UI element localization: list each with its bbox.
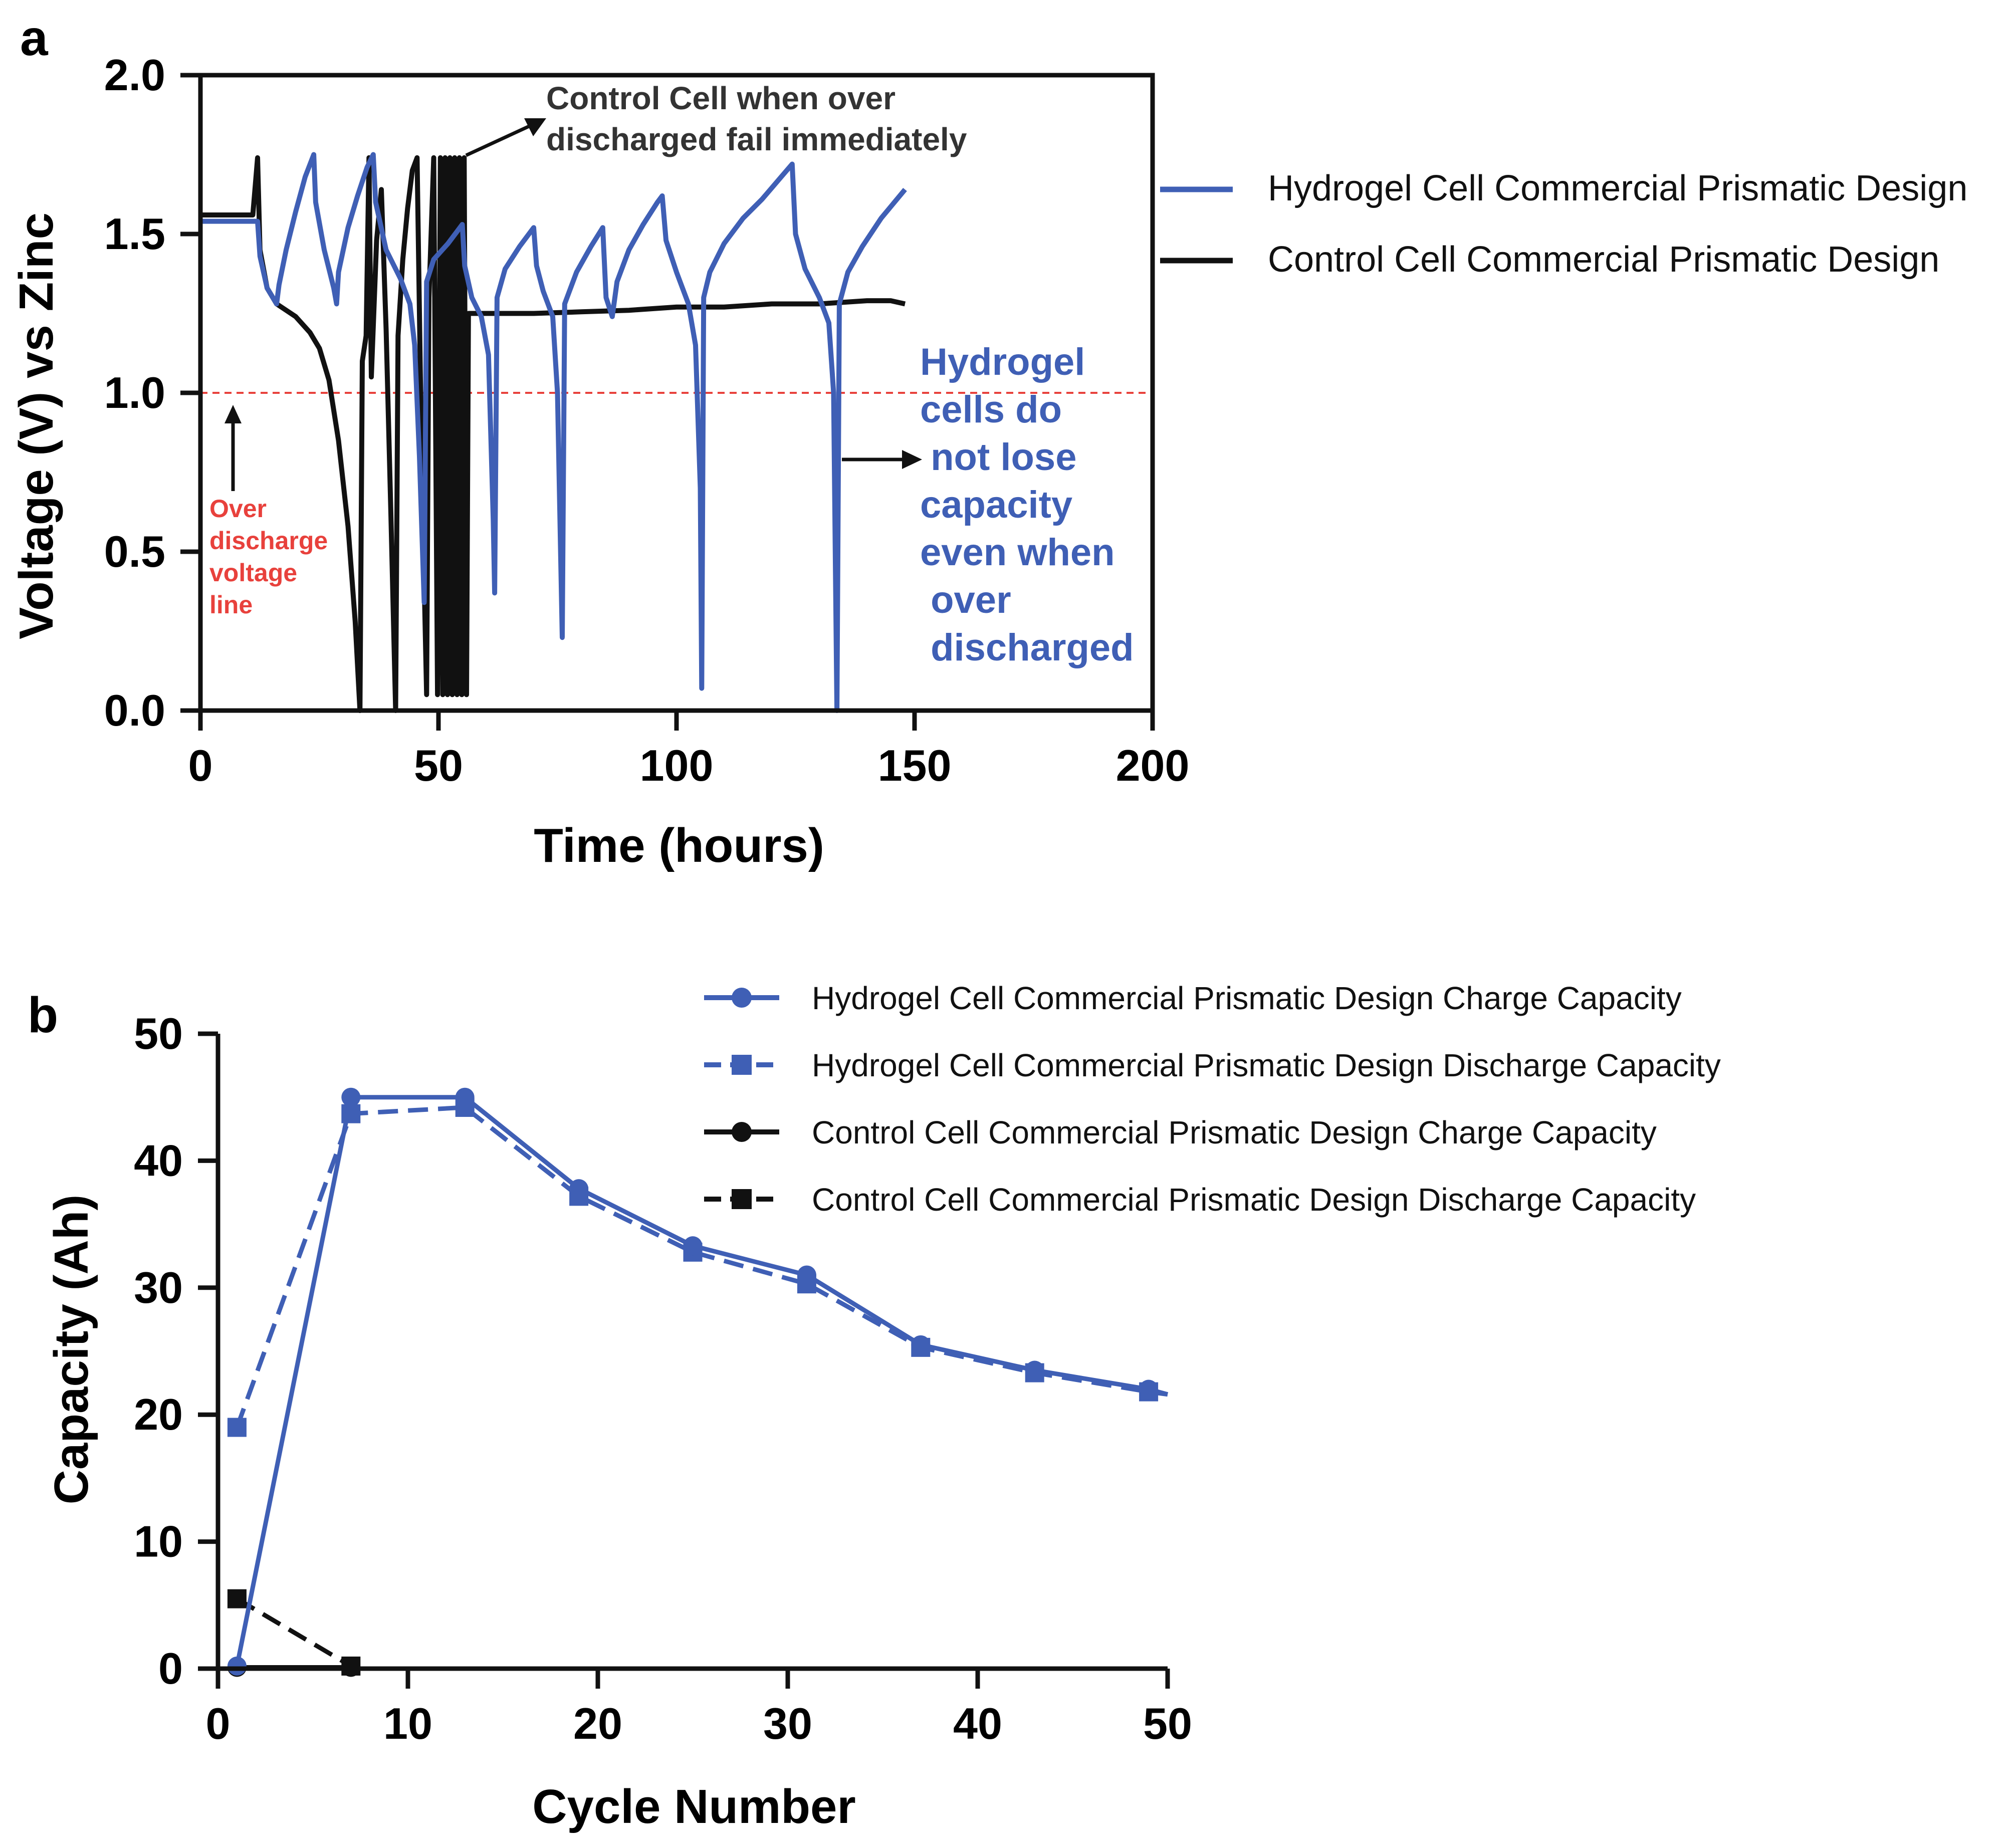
panel-b-point-series-1 [569,1179,589,1199]
panel-b-y-tick-label: 10 [134,1517,183,1566]
panel-b-point-series-1 [1139,1379,1159,1399]
legend-b-marker-2 [732,1055,752,1075]
legend-b-label-4: Control Cell Commercial Prismatic Design… [812,1182,1696,1218]
hydrogel-note-line-1: Hydrogel [920,341,1085,383]
over-discharge-line-3: voltage [209,559,297,587]
panel-b-x-ticks: 0 10 20 30 40 50 [206,1669,1192,1748]
panel-b-y-ticks: 0 10 20 30 40 50 [134,1009,218,1693]
panel-b-axes [215,1034,1168,1671]
panel-b-point-series-2 [227,1418,247,1437]
panel-b-point-series-1 [911,1335,931,1354]
legend-label-hydrogel: Hydrogel Cell Commercial Prismatic Desig… [1268,168,1967,208]
panel-b-series-line-1 [235,1095,1169,1667]
hydrogel-voltage-line [200,152,907,713]
legend-b-marker-3 [732,1122,752,1142]
panel-b-x-axis-label: Cycle Number [532,1780,856,1833]
panel-b-series [227,1087,1169,1677]
hydrogel-note-line-3: not lose [920,436,1076,479]
legend-b-label-3: Control Cell Commercial Prismatic Design… [812,1114,1657,1150]
panel-b: b 0 10 20 30 40 50 0 10 20 30 40 50 Cycle Number C… [28,980,1721,1833]
panel-b-x-tick-label: 30 [763,1699,812,1748]
legend-b-label-2: Hydrogel Cell Commercial Prismatic Desig… [812,1047,1721,1083]
panel-a-x-tick-label: 50 [414,741,463,790]
legend-b-label-1: Hydrogel Cell Commercial Prismatic Desig… [812,980,1682,1016]
hydrogel-note-annotation: Hydrogel cells do not lose capacity even… [842,341,1134,669]
panel-a-y-tick-label: 0.5 [104,527,165,576]
over-discharge-annotation: Over discharge voltage line [209,405,328,619]
panel-a-x-tick-label: 200 [1116,741,1190,790]
panel-b-y-tick-label: 40 [134,1135,183,1185]
panel-a-x-tick-label: 100 [640,741,714,790]
panel-a-y-tick-label: 1.0 [104,368,165,417]
panel-a: a 0 50 100 150 200 0.0 0.5 1.0 1.5 2.0 Time (hou… [10,10,1967,872]
panel-a-y-tick-label: 0.0 [104,685,165,735]
panel-b-point-series-1 [797,1265,816,1285]
over-discharge-line-2: discharge [209,527,328,555]
panel-b-x-tick-label: 50 [1143,1699,1192,1748]
panel-b-x-tick-label: 40 [953,1699,1002,1748]
panel-a-y-tick-label: 1.5 [104,209,165,259]
panel-b-series-line-4 [236,1596,352,1668]
control-fail-line-1: Control Cell when over [546,80,895,116]
control-fail-line-2: discharged fail immediately [546,121,967,157]
legend-b-item-3: Control Cell Commercial Prismatic Design… [704,1114,1657,1150]
hydrogel-note-line-6: over [920,579,1011,621]
panel-b-point-series-1 [341,1087,361,1107]
panel-b-point-series-1 [455,1087,475,1107]
panel-a-x-tick-label: 0 [188,741,213,790]
over-discharge-line-4: line [209,591,253,619]
panel-b-y-axis-label: Capacity (Ah) [45,1195,98,1505]
panel-b-x-tick-label: 20 [573,1699,622,1748]
panel-b-label: b [28,987,58,1043]
panel-a-label: a [20,10,49,66]
panel-a-x-axis-label: Time (hours) [534,819,824,872]
panel-a-x-tick-label: 150 [878,741,952,790]
panel-a-y-tick-label: 2.0 [104,50,165,100]
hydrogel-note-line-4: capacity [920,484,1072,526]
panel-b-y-tick-label: 0 [158,1644,183,1693]
hydrogel-note-line-7: discharged [920,626,1134,669]
hydrogel-note-arrow-head [902,450,922,469]
legend-b-marker-4 [732,1189,752,1209]
panel-b-y-tick-label: 30 [134,1263,183,1312]
control-fail-arrow-head [524,118,546,136]
panel-b-x-tick-label: 0 [206,1699,231,1748]
hydrogel-note-line-5: even when [920,531,1115,574]
panel-b-legend: Hydrogel Cell Commercial Prismatic Desig… [704,980,1721,1218]
hydrogel-note-line-2: cells do [920,388,1062,431]
panel-b-y-tick-label: 50 [134,1009,183,1058]
panel-a-series [200,152,907,713]
panel-b-x-tick-label: 10 [383,1699,432,1748]
panel-b-point-series-1 [227,1656,247,1676]
legend-b-marker-1 [732,988,752,1008]
panel-b-y-tick-label: 20 [134,1390,183,1439]
over-discharge-arrow-head [225,405,242,423]
panel-a-x-ticks: 0 50 100 150 200 [188,711,1190,790]
legend-b-item-2: Hydrogel Cell Commercial Prismatic Desig… [704,1047,1721,1083]
control-fail-arrow-line [465,123,532,157]
control-fail-annotation: Control Cell when over discharged fail i… [465,80,967,157]
panel-b-point-series-1 [683,1236,703,1256]
legend-b-item-1: Hydrogel Cell Commercial Prismatic Desig… [704,980,1682,1016]
panel-b-point-series-1 [1025,1360,1044,1380]
panel-b-point-series-4 [227,1589,247,1608]
panel-a-legend: Hydrogel Cell Commercial Prismatic Desig… [1160,168,1967,280]
over-discharge-line-1: Over [209,495,267,523]
legend-b-item-4: Control Cell Commercial Prismatic Design… [704,1182,1696,1218]
legend-label-control: Control Cell Commercial Prismatic Design [1268,240,1939,280]
panel-a-y-axis-label: Voltage (V) vs Zinc [10,212,63,639]
panel-a-y-ticks: 0.0 0.5 1.0 1.5 2.0 [104,50,200,735]
